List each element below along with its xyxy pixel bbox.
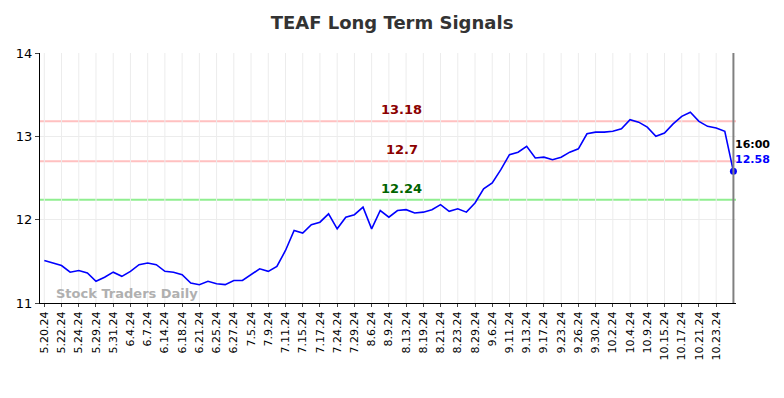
svg-text:8.21.24: 8.21.24	[434, 311, 447, 353]
svg-text:9.11.24: 9.11.24	[503, 311, 516, 353]
svg-text:8.9.24: 8.9.24	[382, 311, 395, 346]
svg-text:5.29.24: 5.29.24	[90, 311, 103, 353]
svg-text:12: 12	[16, 212, 33, 227]
svg-text:7.29.24: 7.29.24	[348, 311, 361, 353]
svg-text:5.24.24: 5.24.24	[72, 311, 85, 353]
svg-text:6.27.24: 6.27.24	[227, 311, 240, 353]
svg-text:16:00: 16:00	[735, 138, 770, 151]
svg-text:6.18.24: 6.18.24	[176, 311, 189, 353]
svg-text:5.20.24: 5.20.24	[38, 311, 51, 353]
svg-text:6.21.24: 6.21.24	[193, 311, 206, 353]
svg-text:9.30.24: 9.30.24	[589, 311, 602, 353]
svg-text:6.4.24: 6.4.24	[124, 311, 137, 346]
svg-text:9.23.24: 9.23.24	[555, 311, 568, 353]
svg-text:10.4.24: 10.4.24	[624, 311, 637, 353]
svg-text:7.24.24: 7.24.24	[331, 311, 344, 353]
svg-text:8.23.24: 8.23.24	[451, 311, 464, 353]
svg-text:10.9.24: 10.9.24	[641, 311, 654, 353]
svg-text:7.5.24: 7.5.24	[245, 311, 258, 346]
svg-text:9.13.24: 9.13.24	[520, 311, 533, 353]
svg-text:11: 11	[16, 296, 33, 311]
svg-text:5.22.24: 5.22.24	[55, 311, 68, 353]
svg-text:10.17.24: 10.17.24	[675, 311, 688, 360]
svg-text:8.6.24: 8.6.24	[365, 311, 378, 346]
svg-text:10.15.24: 10.15.24	[658, 311, 671, 360]
svg-text:10.2.24: 10.2.24	[606, 311, 619, 353]
svg-text:8.13.24: 8.13.24	[400, 311, 413, 353]
svg-text:13: 13	[16, 129, 33, 144]
svg-text:13.18: 13.18	[381, 102, 422, 117]
svg-text:12.58: 12.58	[735, 153, 770, 166]
svg-text:7.15.24: 7.15.24	[296, 311, 309, 353]
svg-text:7.11.24: 7.11.24	[279, 311, 292, 353]
svg-text:5.31.24: 5.31.24	[107, 311, 120, 353]
svg-text:8.29.24: 8.29.24	[469, 311, 482, 353]
svg-text:TEAF Long Term Signals: TEAF Long Term Signals	[271, 12, 514, 33]
svg-text:9.17.24: 9.17.24	[537, 311, 550, 353]
svg-text:8.19.24: 8.19.24	[417, 311, 430, 353]
svg-text:10.23.24: 10.23.24	[710, 311, 723, 360]
svg-text:6.7.24: 6.7.24	[141, 311, 154, 346]
svg-text:6.25.24: 6.25.24	[210, 311, 223, 353]
svg-text:9.26.24: 9.26.24	[572, 311, 585, 353]
svg-text:9.6.24: 9.6.24	[486, 311, 499, 346]
svg-text:12.7: 12.7	[386, 142, 418, 157]
svg-text:6.14.24: 6.14.24	[158, 311, 171, 353]
svg-text:Stock Traders Daily: Stock Traders Daily	[56, 286, 198, 301]
svg-text:7.9.24: 7.9.24	[262, 311, 275, 346]
svg-text:12.24: 12.24	[381, 181, 422, 196]
svg-text:14: 14	[16, 46, 33, 61]
svg-text:10.21.24: 10.21.24	[693, 311, 706, 360]
svg-text:7.17.24: 7.17.24	[314, 311, 327, 353]
